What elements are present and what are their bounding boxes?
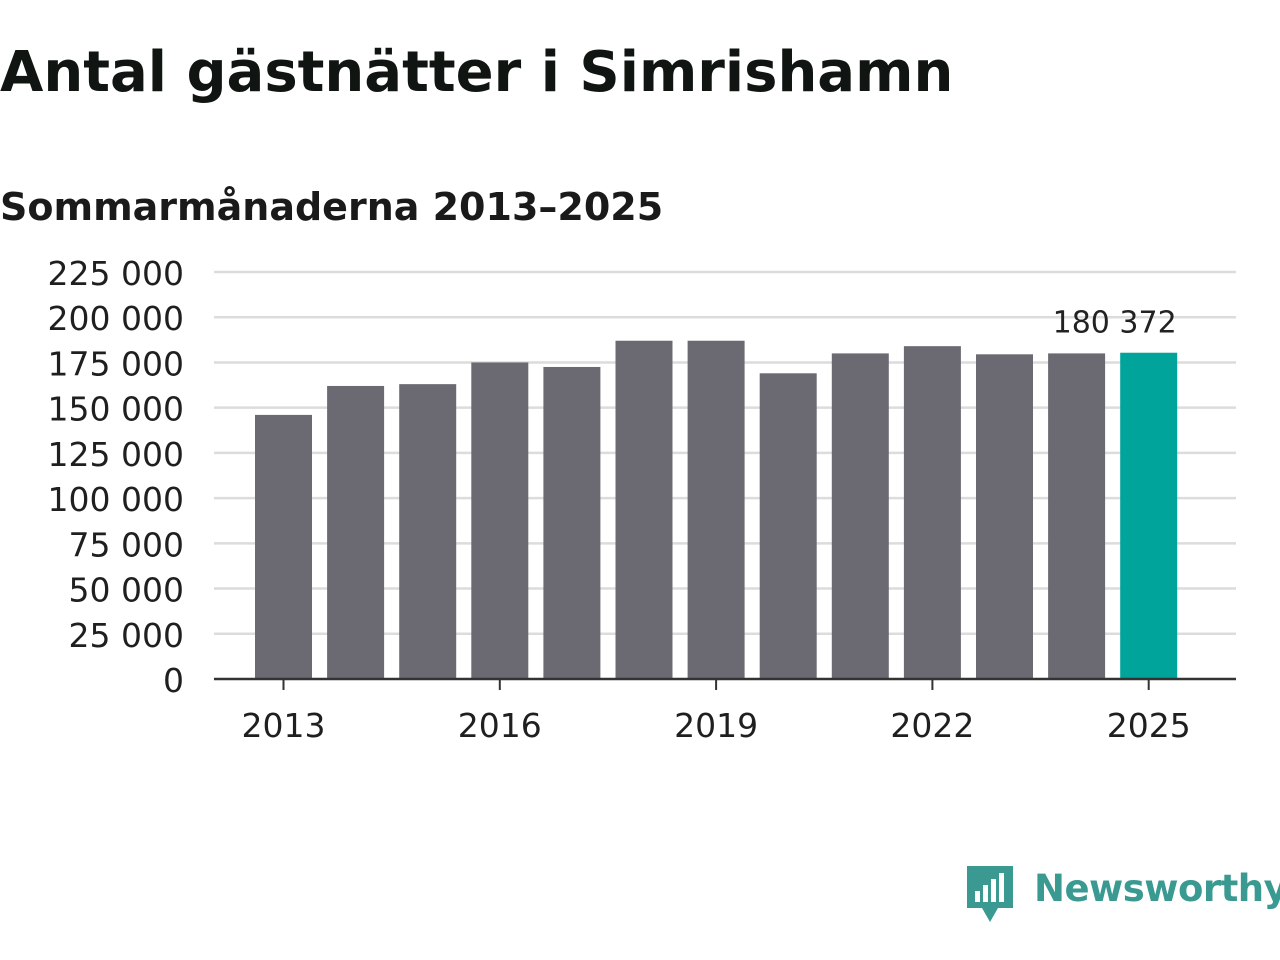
labels: 0 25 000 50 000 75 000 100 000 125 000 150 000…	[48, 254, 1191, 745]
brand-logo: Newsworthy	[964, 864, 1280, 928]
bar	[903, 346, 961, 679]
bar	[255, 414, 312, 679]
bar	[759, 373, 817, 679]
bar	[831, 353, 889, 679]
bar	[687, 340, 745, 679]
y-tick-label: 175 000	[48, 344, 184, 383]
y-tick-label: 200 000	[48, 299, 184, 338]
y-tick-label: 0	[163, 661, 184, 700]
y-tick-label: 75 000	[69, 525, 184, 564]
data-label: 180 372	[1053, 306, 1177, 341]
chart-title: Antal gästnätter i Simrishamn	[0, 40, 954, 105]
x-tick-label: 2025	[1107, 706, 1191, 745]
bar	[976, 354, 1033, 679]
x-tick-label: 2022	[890, 706, 974, 745]
chart-subtitle: Sommarmånaderna 2013–2025	[0, 185, 664, 229]
x-tick-label: 2019	[674, 706, 758, 745]
bar	[327, 385, 385, 679]
newsworthy-logo-icon	[964, 864, 1016, 930]
bar	[399, 384, 457, 679]
axes	[214, 677, 1236, 690]
x-tick-label: 2016	[458, 706, 542, 745]
bar-highlighted	[1120, 352, 1178, 679]
bar	[543, 366, 601, 679]
y-tick-label: 125 000	[48, 435, 184, 474]
bars	[255, 340, 1178, 679]
y-tick-label: 50 000	[69, 571, 184, 610]
bar	[615, 340, 673, 679]
x-tick-label: 2013	[242, 706, 326, 745]
y-tick-label: 100 000	[48, 480, 184, 519]
bar	[1048, 353, 1106, 679]
y-tick-label: 150 000	[48, 390, 184, 429]
bar	[471, 362, 529, 679]
brand-name: Newsworthy	[1034, 867, 1280, 910]
y-tick-label: 225 000	[48, 254, 184, 293]
y-tick-label: 25 000	[69, 616, 184, 655]
